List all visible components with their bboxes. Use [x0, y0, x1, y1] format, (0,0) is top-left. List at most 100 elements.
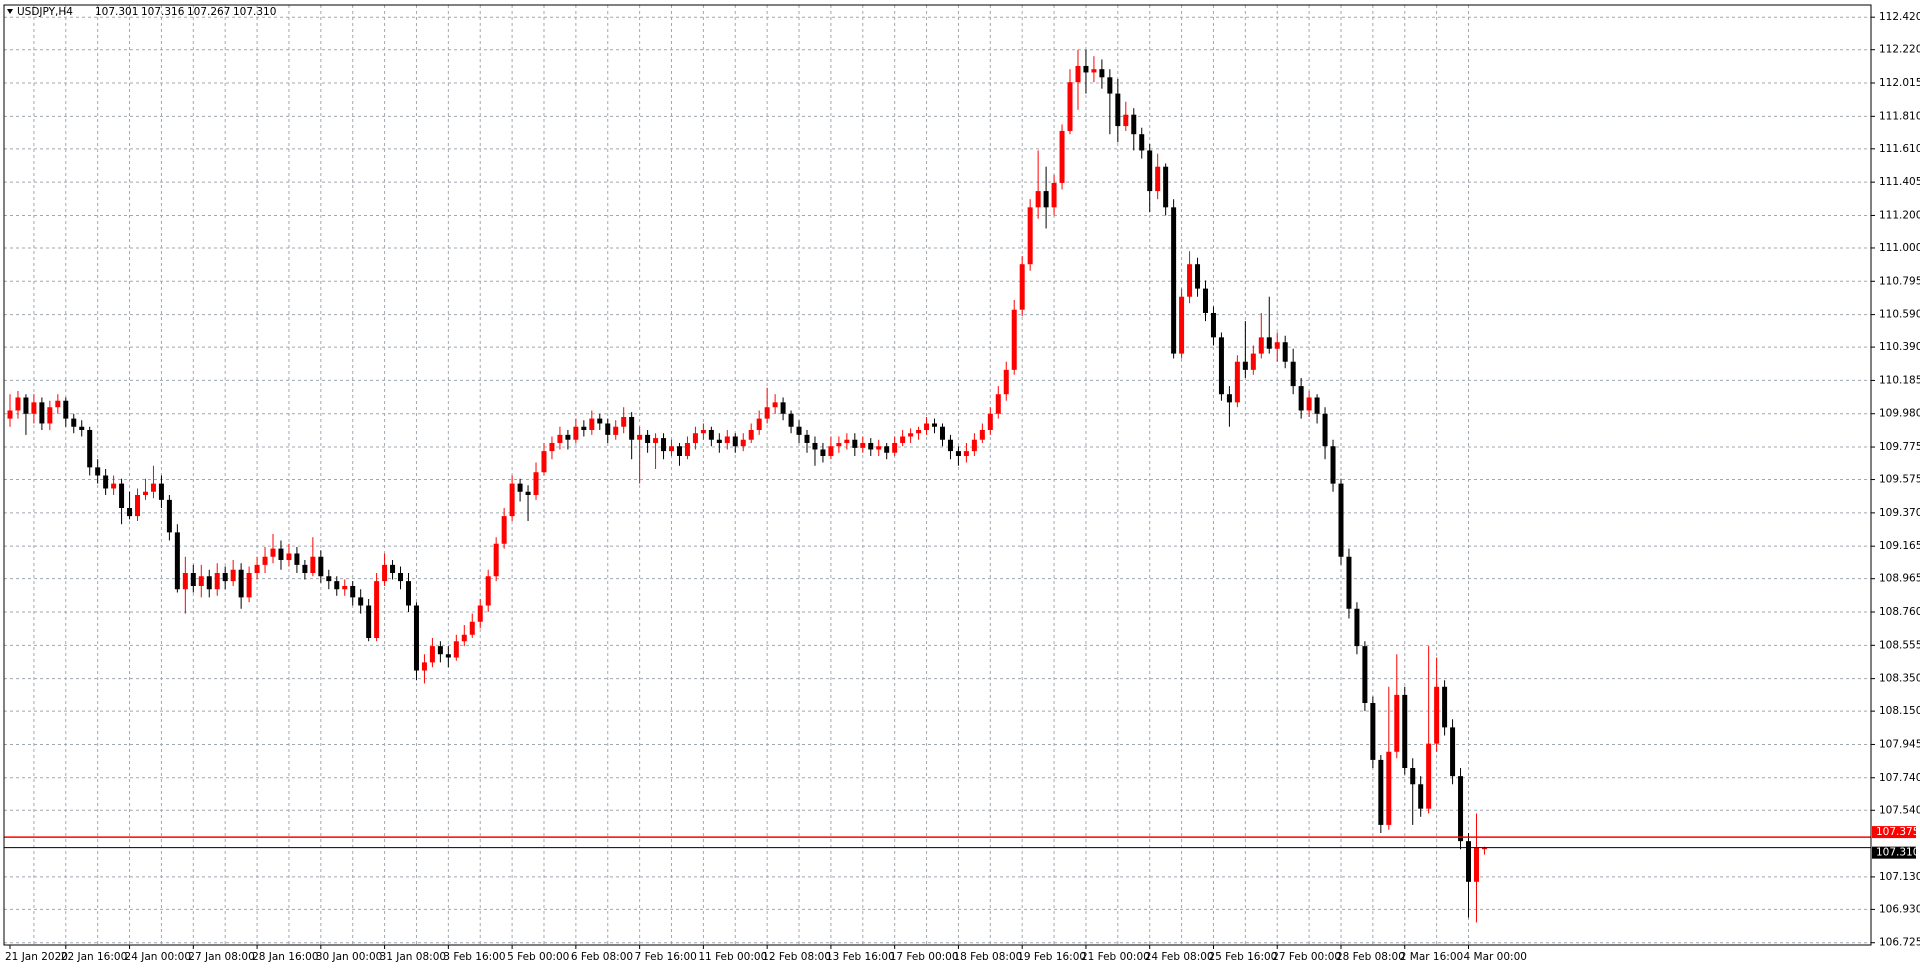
y-tick-label: 110.185: [1879, 374, 1920, 386]
candle-body: [1051, 182, 1057, 208]
candle-body: [1115, 93, 1121, 127]
x-tick-label: 24 Jan 00:00: [125, 951, 191, 963]
candle-body: [828, 446, 834, 456]
candle-body: [1466, 841, 1472, 882]
candle-body: [95, 467, 101, 476]
candle-body: [47, 407, 53, 424]
candle-body: [661, 438, 667, 452]
candle-body: [581, 426, 587, 430]
x-tick-label: 21 Jan 2020: [5, 951, 68, 963]
candle-body: [23, 397, 29, 414]
candle-body: [1163, 166, 1169, 208]
candle-body: [1426, 743, 1432, 809]
candle-body: [836, 442, 842, 447]
candle-body: [844, 439, 850, 443]
candle-body: [1314, 397, 1320, 414]
candles: [4, 49, 1871, 923]
candle-body: [589, 418, 595, 430]
header-price: 107.310: [233, 6, 276, 18]
candle-body: [1266, 337, 1272, 349]
candle-body: [1171, 207, 1177, 354]
candle-body: [820, 449, 826, 456]
candle-body: [1258, 337, 1264, 354]
candle-body: [748, 429, 754, 440]
candle-body: [932, 423, 938, 427]
candle-body: [1147, 150, 1153, 192]
candle-body: [1242, 361, 1248, 370]
candle-body: [214, 572, 220, 590]
y-tick-label: 109.775: [1879, 441, 1920, 453]
candle-body: [437, 646, 443, 655]
candle-body: [1155, 166, 1161, 192]
candle-body: [1043, 191, 1049, 208]
candle-body: [573, 426, 579, 440]
candle-body: [445, 654, 451, 658]
candle-body: [1442, 686, 1448, 728]
candle-body: [939, 426, 945, 440]
candle-body: [1306, 397, 1312, 411]
x-tick-label: 21 Feb 00:00: [1081, 951, 1150, 963]
candle-body: [190, 572, 196, 586]
axes: 112.420 112.220 112.015 111.810 111.610 111.4…: [5, 11, 1920, 963]
header-price: 107.267: [187, 6, 230, 18]
candle-body: [1083, 65, 1089, 73]
candle-body: [1402, 694, 1408, 769]
candle-body: [461, 634, 467, 642]
candle-body: [669, 446, 675, 452]
candle-body: [429, 646, 435, 663]
header-prices: 107.301 107.316 107.267 107.310: [95, 6, 276, 18]
candle-body: [1234, 361, 1240, 403]
candle-body: [1418, 784, 1424, 809]
candle-body: [1139, 134, 1145, 151]
candle-body: [804, 434, 810, 443]
candle-body: [182, 572, 188, 590]
candle-body: [310, 556, 316, 573]
price-label: 107.375: [1876, 826, 1919, 838]
candle-body: [119, 483, 125, 508]
candle-body: [613, 426, 619, 435]
x-tick-label: 28 Jan 16:00: [252, 951, 318, 963]
candle-body: [796, 426, 802, 435]
y-tick-label: 109.165: [1879, 540, 1920, 552]
candle-body: [1338, 483, 1344, 557]
y-tick-label: 110.590: [1879, 309, 1920, 321]
candle-body: [1003, 369, 1009, 395]
candle-body: [1250, 353, 1256, 370]
x-tick-label: 18 Feb 08:00: [953, 951, 1022, 963]
y-tick-label: 109.980: [1879, 408, 1920, 420]
x-tick-label: 6 Feb 08:00: [571, 951, 633, 963]
candle-body: [39, 402, 45, 424]
candle-body: [1218, 337, 1224, 395]
candle-body: [15, 397, 21, 411]
candle-body: [517, 483, 523, 492]
candle-body: [1282, 342, 1288, 362]
candle-body: [166, 499, 172, 533]
candle-body: [1362, 646, 1368, 704]
candle-body: [477, 605, 483, 622]
price-label-box: [1872, 826, 1916, 839]
candle-body: [1035, 191, 1041, 208]
candle-body: [1179, 296, 1185, 354]
candle-body: [127, 507, 133, 517]
y-tick-label: 111.405: [1879, 176, 1920, 188]
y-tick-label: 110.795: [1879, 275, 1920, 287]
candle-body: [1123, 114, 1129, 127]
candle-body: [716, 439, 722, 443]
y-tick-label: 108.555: [1879, 639, 1920, 651]
candle-body: [7, 410, 13, 419]
y-tick-label: 112.220: [1879, 44, 1920, 56]
candle-body: [485, 576, 491, 606]
candle-body: [557, 434, 563, 443]
candle-body: [788, 413, 794, 427]
candle-body: [947, 439, 953, 452]
x-tick-label: 13 Feb 16:00: [826, 951, 895, 963]
candle-body: [174, 532, 180, 590]
candle-body: [1059, 130, 1065, 183]
candle-body: [87, 429, 93, 468]
y-tick-label: 110.390: [1879, 341, 1920, 353]
candle-body: [900, 436, 906, 443]
candle-body: [493, 543, 499, 577]
candle-body: [780, 402, 786, 414]
candle-body: [963, 451, 969, 456]
candle-body: [509, 483, 515, 517]
